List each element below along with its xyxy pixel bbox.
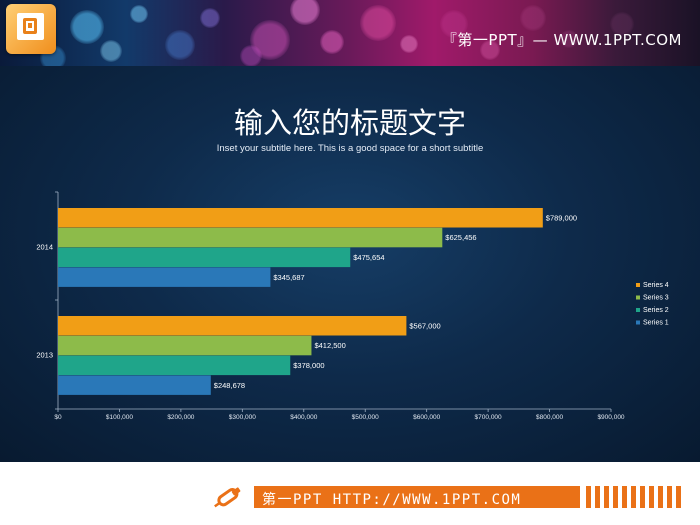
slide-subtitle: Inset your subtitle here. This is a good…	[216, 143, 484, 154]
x-tick-label-1: $100,000	[106, 414, 133, 421]
legend-swatch-series-3	[636, 295, 640, 300]
x-tick-label-5: $500,000	[352, 414, 379, 421]
category-label-2013: 2013	[36, 351, 53, 360]
pushpin-icon	[214, 487, 241, 508]
bar-2014-series-4	[58, 208, 543, 228]
x-tick-label-9: $900,000	[597, 414, 624, 421]
powerpoint-logo-icon	[6, 4, 56, 54]
category-label-2014: 2014	[36, 243, 53, 252]
x-tick-label-0: $0	[54, 414, 62, 421]
data-label-2014-series-4: $789,000	[546, 213, 577, 222]
banner-title: 『第一PPT』— WWW.1PPT.COM	[441, 31, 682, 49]
legend-swatch-series-2	[636, 308, 640, 312]
bar-2013-series-4	[58, 316, 407, 336]
data-label-2014-series-1: $345,687	[273, 273, 304, 282]
data-label-2014-series-2: $475,654	[353, 253, 384, 262]
data-label-2013-series-4: $567,000	[409, 321, 440, 330]
x-tick-label-4: $400,000	[290, 414, 317, 421]
legend-label-series-2: Series 2	[643, 307, 669, 314]
footer-bar	[254, 486, 580, 508]
bar-2013-series-1	[58, 375, 211, 395]
data-label-2013-series-2: $378,000	[293, 361, 324, 370]
legend-swatch-series-1	[636, 320, 640, 325]
footer-text: 第一PPT HTTP://WWW.1PPT.COM	[262, 492, 522, 508]
data-label-2013-series-3: $412,500	[314, 341, 345, 350]
legend-swatch-series-4	[636, 283, 640, 287]
x-tick-label-3: $300,000	[229, 414, 256, 421]
bar-2013-series-3	[58, 335, 312, 356]
bar-2014-series-2	[58, 247, 351, 268]
bar-2014-series-1	[58, 267, 271, 287]
slide-title: 输入您的标题文字	[233, 106, 466, 140]
bar-2014-series-3	[58, 227, 443, 248]
data-label-2014-series-3: $625,456	[445, 233, 476, 242]
legend-label-series-3: Series 3	[643, 295, 669, 302]
x-tick-label-6: $600,000	[413, 414, 440, 421]
x-tick-label-7: $700,000	[475, 414, 502, 421]
footer-stripes	[586, 486, 681, 508]
x-tick-label-2: $200,000	[167, 414, 194, 421]
header-banner: 『第一PPT』— WWW.1PPT.COM	[0, 0, 700, 66]
legend-label-series-1: Series 1	[643, 320, 669, 327]
data-label-2013-series-1: $248,678	[214, 381, 245, 390]
bar-2013-series-2	[58, 355, 291, 376]
x-tick-label-8: $800,000	[536, 414, 563, 421]
legend-label-series-4: Series 4	[643, 282, 669, 289]
